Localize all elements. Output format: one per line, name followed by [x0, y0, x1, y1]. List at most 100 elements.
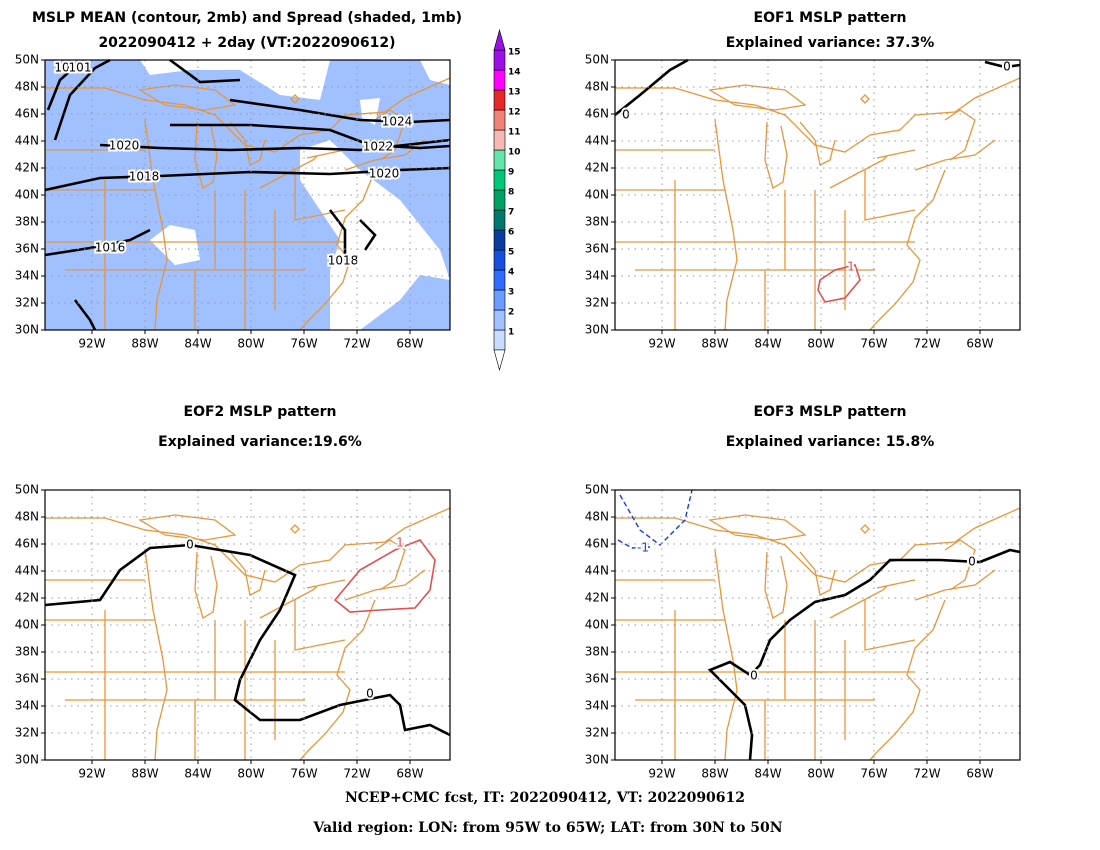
contour-label: 1	[847, 260, 855, 274]
lon-label: 68W	[396, 337, 423, 351]
colorbar-label: 3	[508, 288, 514, 298]
map-frame	[44, 489, 451, 761]
lat-label: 50N	[585, 53, 609, 67]
lat-label: 50N	[15, 483, 39, 497]
contour-label: 1	[396, 536, 404, 550]
lat-label: 40N	[15, 188, 39, 202]
lon-label: 68W	[966, 767, 993, 781]
contour-label: 0	[186, 538, 194, 552]
lat-label: 36N	[15, 672, 39, 686]
colorbar-swatch	[493, 49, 506, 71]
lat-label: 32N	[585, 296, 609, 310]
contour-label: 0	[622, 108, 630, 122]
lon-label: 76W	[290, 767, 317, 781]
lat-label: 34N	[15, 699, 39, 713]
contour-label: 1020	[109, 139, 140, 153]
lat-label: 34N	[585, 269, 609, 283]
lat-label: 30N	[15, 323, 39, 337]
lon-label: 88W	[131, 337, 158, 351]
lat-label: 38N	[585, 645, 609, 659]
lat-label: 36N	[585, 242, 609, 256]
panel-title: EOF2 MSLP pattern	[184, 404, 337, 420]
lat-label: 50N	[585, 483, 609, 497]
colorbar-label: 11	[508, 128, 521, 138]
colorbar-swatch	[493, 149, 506, 171]
lat-label: 38N	[15, 645, 39, 659]
lat-label: 32N	[15, 296, 39, 310]
colorbar-label: 12	[508, 108, 521, 118]
lon-label: 76W	[860, 337, 887, 351]
colorbar-swatch	[493, 249, 506, 271]
colorbar-swatch	[493, 309, 506, 331]
colorbar-swatch	[493, 289, 506, 311]
colorbar-label: 6	[508, 228, 514, 238]
colorbar-label: 8	[508, 188, 514, 198]
lat-label: 46N	[15, 537, 39, 551]
panel-subtitle: Explained variance: 37.3%	[726, 35, 935, 51]
colorbar-label: 9	[508, 168, 514, 178]
colorbar-label: 10	[508, 148, 521, 158]
colorbar-arrow	[493, 28, 506, 51]
lat-label: 32N	[585, 726, 609, 740]
lat-label: 30N	[15, 753, 39, 767]
lat-label: 44N	[15, 564, 39, 578]
lon-label: 76W	[860, 767, 887, 781]
contour-label: 1018	[328, 254, 359, 268]
colorbar-swatch	[493, 189, 506, 211]
contours	[44, 58, 1021, 761]
contour-label: 1020	[369, 167, 400, 181]
lat-label: 50N	[15, 53, 39, 67]
lon-label: 76W	[290, 337, 317, 351]
lat-label: 48N	[15, 80, 39, 94]
contour-label: 1024	[382, 115, 413, 129]
lat-label: 36N	[585, 672, 609, 686]
lon-label: 84W	[754, 767, 781, 781]
lat-label: 40N	[585, 618, 609, 632]
lat-label: 46N	[585, 537, 609, 551]
contour-label: 0	[968, 555, 976, 569]
colorbar-label: 1	[508, 328, 514, 338]
lat-label: 34N	[15, 269, 39, 283]
lon-label: 72W	[913, 767, 940, 781]
lat-label: 44N	[585, 134, 609, 148]
lon-label: 88W	[131, 767, 158, 781]
map	[614, 507, 1021, 761]
lat-label: 42N	[15, 591, 39, 605]
panel-title: EOF3 MSLP pattern	[754, 404, 907, 420]
contour-label: 0	[1003, 60, 1011, 74]
lon-label: 80W	[237, 337, 264, 351]
lon-label: 80W	[237, 767, 264, 781]
lat-label: 48N	[585, 80, 609, 94]
map	[614, 77, 1021, 331]
colorbar-swatch	[493, 169, 506, 191]
colorbar-label: 2	[508, 308, 514, 318]
panel-subtitle: Explained variance:19.6%	[158, 434, 362, 450]
colorbar-label: 4	[508, 268, 514, 278]
lat-label: 42N	[15, 161, 39, 175]
lat-label: 40N	[15, 618, 39, 632]
colorbar-swatch	[493, 69, 506, 91]
colorbar-label: 7	[508, 208, 514, 218]
colorbar-swatch	[493, 109, 506, 131]
colorbar-label: 13	[508, 88, 521, 98]
lon-label: 68W	[396, 767, 423, 781]
lon-label: 92W	[648, 337, 675, 351]
lat-label: 32N	[15, 726, 39, 740]
contour-label: 1018	[129, 170, 160, 184]
lon-label: 84W	[184, 767, 211, 781]
panel-subtitle: Explained variance: 15.8%	[726, 434, 935, 450]
lon-label: 68W	[966, 337, 993, 351]
contour-label: 10	[54, 61, 69, 75]
contour-label: -1	[637, 541, 649, 555]
lat-label: 30N	[585, 323, 609, 337]
contour-label: 1016	[95, 241, 126, 255]
map	[44, 507, 451, 761]
lat-label: 46N	[15, 107, 39, 121]
lat-label: 34N	[585, 699, 609, 713]
colorbar-swatch	[493, 89, 506, 111]
contour-label: 1022	[363, 140, 394, 154]
lon-label: 92W	[648, 767, 675, 781]
colorbar-swatch	[493, 209, 506, 231]
lat-label: 40N	[585, 188, 609, 202]
lon-label: 72W	[343, 767, 370, 781]
